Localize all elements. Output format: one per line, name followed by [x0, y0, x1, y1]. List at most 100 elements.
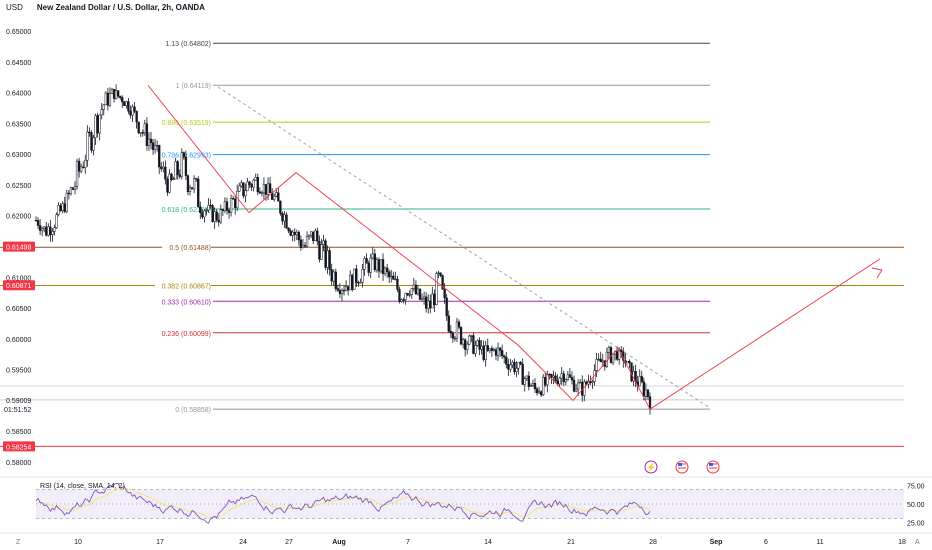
- candle: [116, 90, 120, 97]
- auto-scale-icon: A: [915, 539, 920, 546]
- candle: [494, 349, 498, 356]
- candle: [394, 278, 397, 281]
- candle: [114, 90, 118, 99]
- candle: [41, 228, 44, 231]
- candle: [521, 363, 524, 385]
- candle: [369, 257, 372, 273]
- candle: [186, 175, 190, 192]
- candle: [248, 181, 251, 185]
- candle: [353, 268, 356, 290]
- candle: [63, 203, 66, 212]
- candle: [574, 388, 578, 392]
- time-tick: 10: [74, 539, 82, 546]
- fib-label-bg: [158, 38, 211, 48]
- candle: [250, 184, 253, 188]
- candle: [459, 326, 463, 345]
- candle: [266, 183, 270, 195]
- price-tick: 0.64500: [6, 60, 31, 67]
- candle: [449, 330, 452, 334]
- candle: [125, 101, 128, 106]
- candle: [607, 347, 611, 353]
- candle: [418, 288, 422, 300]
- candle: [572, 379, 576, 392]
- candle: [34, 220, 38, 222]
- candle: [542, 377, 545, 396]
- candle: [533, 382, 537, 390]
- candle: [496, 347, 500, 356]
- candle: [457, 321, 461, 328]
- candle: [550, 373, 553, 378]
- time-tick: 24: [239, 539, 247, 546]
- fib-label-bg: [162, 242, 211, 252]
- candle: [318, 241, 321, 260]
- time-tick: 21: [567, 539, 575, 546]
- candle: [646, 389, 650, 397]
- candle: [570, 377, 574, 381]
- candle: [139, 132, 142, 134]
- candle: [406, 293, 409, 296]
- rsi-sma-line: [35, 487, 651, 518]
- fib-label-bg: [155, 117, 211, 127]
- candle: [123, 101, 126, 106]
- us-flag-icon: [675, 460, 689, 474]
- candle: [628, 360, 631, 364]
- candle: [223, 201, 227, 211]
- fib-label-bg: [169, 80, 211, 90]
- candle: [166, 178, 169, 193]
- candle: [203, 210, 206, 218]
- candle: [390, 275, 393, 278]
- candle: [268, 183, 272, 193]
- candle: [180, 152, 183, 177]
- candle: [77, 160, 81, 172]
- price-tick: 0.63500: [6, 121, 31, 128]
- candle: [192, 178, 196, 190]
- candle: [164, 166, 167, 180]
- candle: [519, 362, 522, 365]
- candle: [349, 274, 352, 291]
- candle: [217, 219, 220, 223]
- candle: [527, 375, 530, 387]
- flag-canton: [709, 463, 713, 466]
- candle: [464, 339, 467, 350]
- candle: [564, 379, 567, 383]
- candle: [443, 288, 446, 299]
- candle: [244, 190, 247, 197]
- candle: [184, 156, 188, 176]
- candle: [626, 360, 629, 364]
- fib-label: 0.382 (0.60867): [162, 283, 211, 290]
- candle: [82, 166, 85, 168]
- event-circle: [644, 460, 658, 474]
- candle: [195, 178, 198, 180]
- candle: [383, 267, 387, 274]
- price-tick: 0.64000: [6, 91, 31, 98]
- fib-label-bg: [155, 280, 211, 290]
- candle: [537, 391, 541, 394]
- candle: [367, 263, 370, 273]
- time-tick: 18: [898, 539, 906, 546]
- time-tick: 7: [406, 539, 410, 546]
- candle: [297, 231, 300, 241]
- time-tick: Aug: [332, 539, 346, 546]
- candle: [560, 373, 563, 379]
- candle: [36, 220, 40, 226]
- candle: [342, 289, 346, 292]
- rsi-tick: 50.00: [907, 502, 925, 509]
- candle: [531, 382, 535, 386]
- candle: [433, 293, 436, 306]
- candle: [88, 131, 91, 134]
- time-tick: 17: [156, 539, 164, 546]
- rsi-tick: 75.00: [907, 484, 925, 491]
- candle: [568, 374, 572, 378]
- candle: [92, 137, 95, 151]
- candle: [262, 184, 266, 194]
- candle: [361, 269, 364, 283]
- candle: [435, 273, 438, 306]
- candle: [156, 145, 159, 147]
- candle: [256, 176, 259, 193]
- candle: [182, 152, 186, 158]
- time-tick: 27: [285, 539, 293, 546]
- candle: [396, 278, 399, 290]
- candle: [490, 348, 494, 351]
- candle: [176, 161, 179, 176]
